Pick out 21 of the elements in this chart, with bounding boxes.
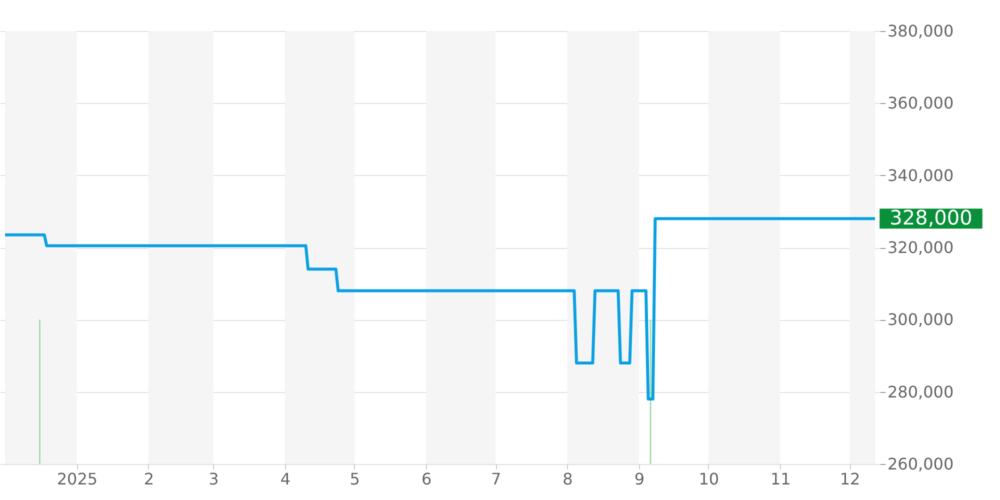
y-tick-label: 360,000 bbox=[888, 94, 954, 113]
x-tick-label: 4 bbox=[280, 470, 291, 488]
x-tick-label: 2 bbox=[144, 470, 154, 488]
x-tick-label: 5 bbox=[350, 470, 360, 488]
x-tick-label: 11 bbox=[770, 470, 791, 488]
x-tick-label: 10 bbox=[698, 470, 720, 488]
y-tick-label: 300,000 bbox=[888, 310, 954, 330]
y-tick-label: 260,000 bbox=[888, 454, 954, 474]
annotation: 328,000 bbox=[890, 206, 972, 230]
x-tick-label: 7 bbox=[490, 470, 502, 488]
y-tick-label: 320,000 bbox=[888, 238, 954, 257]
x-tick-label: 3 bbox=[208, 470, 219, 488]
x-tick-label: 2025 bbox=[56, 470, 98, 488]
y-tick-label: 340,000 bbox=[888, 166, 954, 185]
x-tick-label: 12 bbox=[840, 470, 860, 488]
y-tick-label: 380,000 bbox=[888, 22, 954, 40]
y-tick-label: 280,000 bbox=[888, 382, 954, 402]
x-tick-label: 8 bbox=[562, 470, 573, 488]
line-series bbox=[4, 217, 876, 401]
x-tick-label: 6 bbox=[422, 470, 432, 488]
x-tick-label: 9 bbox=[634, 470, 645, 488]
